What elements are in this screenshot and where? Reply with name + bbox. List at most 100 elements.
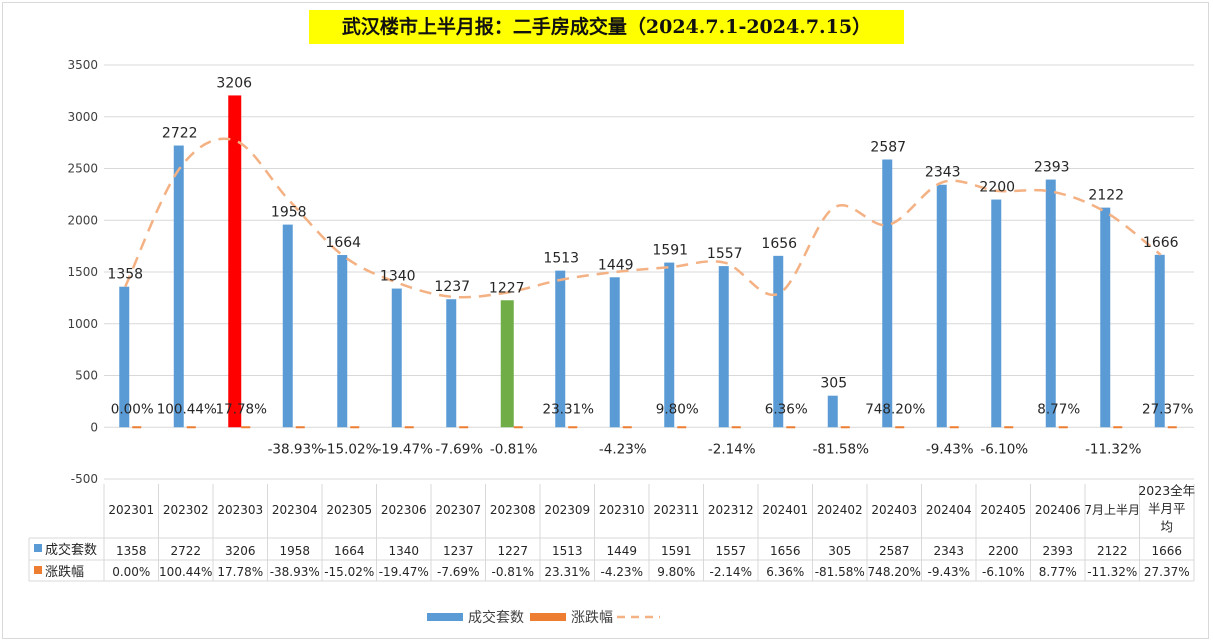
table-value: 2722 (170, 544, 201, 558)
pct-label: -7.69% (435, 441, 483, 457)
pct-label: 9.80% (656, 401, 699, 417)
table-pct: -2.14% (710, 565, 752, 579)
table-value: 3206 (225, 544, 256, 558)
table-value: 1656 (770, 544, 801, 558)
trend-curve (124, 137, 1162, 299)
table-value: 1513 (552, 544, 583, 558)
pct-marker (132, 426, 142, 429)
bar (664, 262, 675, 428)
trendline (124, 137, 1162, 299)
category-label: 均 (1160, 519, 1173, 534)
value-label: 2587 (870, 139, 906, 155)
pct-marker (949, 426, 959, 429)
pct-label: -81.58% (813, 441, 870, 457)
bar (555, 270, 566, 428)
data-table: 202301 202302 202303 202304 202305 202306 2023… (28, 483, 1195, 582)
bar (991, 199, 1002, 428)
bar (1045, 179, 1056, 428)
value-label: 3206 (216, 75, 252, 91)
pct-marker (1167, 426, 1177, 429)
pct-label: -11.32% (1085, 441, 1142, 457)
pct-label: 748.20% (865, 401, 925, 417)
category-label: 202312 (708, 503, 754, 517)
table-key-swatch (34, 544, 42, 552)
pct-marker (840, 426, 850, 429)
category-label: 202406 (1035, 503, 1081, 517)
bar (882, 159, 893, 428)
table-pct: -15.02% (324, 565, 374, 579)
category-label: 202309 (544, 503, 590, 517)
table-series-name: 涨跌幅 (45, 564, 84, 580)
category-label: 7月上半月 (1084, 503, 1140, 517)
table-value: 305 (828, 544, 851, 558)
value-label: 305 (820, 376, 847, 392)
table-value: 1958 (279, 544, 310, 558)
value-label: 1958 (271, 205, 307, 221)
table-pct: -19.47% (379, 565, 429, 579)
table-pct: -4.23% (601, 565, 643, 579)
pct-marker (1004, 426, 1014, 429)
legend-swatch (530, 613, 566, 621)
table-value: 2200 (988, 544, 1019, 558)
bar (773, 255, 784, 428)
table-value: 2393 (1042, 544, 1073, 558)
table-key-swatch (34, 566, 42, 574)
table-pct: 100.44% (159, 565, 212, 579)
pct-marker (786, 426, 796, 429)
table-value: 2122 (1097, 544, 1128, 558)
y-tick-label: 3500 (67, 58, 98, 72)
y-tick-label: 3000 (67, 110, 98, 124)
pct-label: -15.02% (322, 441, 379, 457)
bar (173, 145, 184, 428)
gridlines (104, 64, 1194, 480)
y-axis: -500 0 500 1000 1500 2000 2500 3000 3500 (67, 58, 98, 486)
y-tick-label: 2500 (67, 162, 98, 176)
bar (1154, 254, 1165, 428)
pct-label: -2.14% (708, 441, 756, 457)
value-label: 2393 (1034, 160, 1070, 176)
category-label: 202303 (217, 503, 263, 517)
category-label: 202306 (381, 503, 427, 517)
bar (500, 300, 514, 428)
legend-swatch (427, 613, 463, 621)
bar (718, 266, 729, 428)
value-label: 1666 (1143, 235, 1179, 251)
value-label: 1591 (652, 243, 688, 259)
table-pct: 27.37% (1144, 565, 1190, 579)
legend-label: 涨跌幅 (571, 610, 613, 626)
bar (1100, 207, 1111, 428)
table-pct: 6.36% (766, 565, 804, 579)
table-value: 1237 (443, 544, 474, 558)
pct-label: 6.36% (765, 401, 808, 417)
value-label: 2722 (162, 126, 198, 142)
category-label: 202310 (599, 503, 645, 517)
y-tick-label: 0 (90, 420, 98, 434)
chart-title: 武汉楼市上半月报：二手房成交量（2024.7.1-2024.7.15） (341, 16, 872, 38)
table-pct: -38.93% (270, 565, 320, 579)
table-value: 2343 (933, 544, 964, 558)
pct-label: 27.37% (1142, 401, 1194, 417)
table-pct: -9.43% (928, 565, 970, 579)
table-pct: 0.00% (112, 565, 150, 579)
bar (282, 224, 293, 428)
pct-marker (568, 426, 578, 429)
category-label: 202308 (490, 503, 536, 517)
pct-marker (404, 426, 414, 429)
category-label: 202401 (762, 503, 808, 517)
y-tick-label: 1000 (67, 317, 98, 331)
table-pct: 748.20% (868, 565, 921, 579)
category-label: 2023全年 (1138, 483, 1195, 498)
category-label: 202304 (272, 503, 318, 517)
pct-marker (459, 426, 469, 429)
bar (228, 95, 242, 428)
value-label: 1449 (598, 257, 634, 273)
pct-marker (350, 426, 360, 429)
category-label: 半月平 (1148, 501, 1186, 516)
value-label: 1656 (761, 236, 797, 252)
category-label: 202302 (163, 503, 209, 517)
pct-marker (731, 426, 741, 429)
table-value: 1340 (388, 544, 419, 558)
category-label: 202404 (926, 503, 972, 517)
category-label: 202305 (326, 503, 372, 517)
